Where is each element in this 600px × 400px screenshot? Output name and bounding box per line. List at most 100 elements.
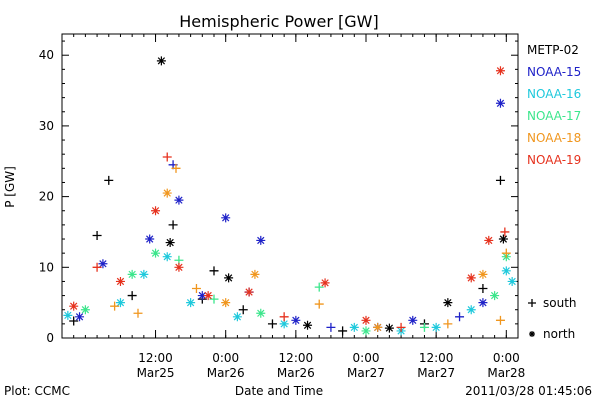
data-point xyxy=(484,235,494,245)
x-tick-time: 12:00 xyxy=(419,351,454,365)
legend-entry: NOAA-15 xyxy=(527,65,581,79)
y-axis-label: P [GW] xyxy=(3,166,17,208)
data-point xyxy=(338,326,348,336)
data-point xyxy=(63,310,73,320)
data-point xyxy=(80,305,90,315)
data-point xyxy=(250,269,260,279)
data-point xyxy=(478,284,488,294)
data-point xyxy=(256,235,266,245)
data-point xyxy=(361,315,371,325)
data-point xyxy=(151,206,161,216)
x-tick-date: Mar26 xyxy=(277,366,315,380)
plot-frame xyxy=(61,33,519,339)
marker-legend-label: north xyxy=(543,327,575,341)
data-point xyxy=(326,322,336,332)
legend-entry: NOAA-18 xyxy=(527,131,581,145)
data-point xyxy=(224,273,234,283)
chart-title: Hemispheric Power [GW] xyxy=(179,12,378,31)
data-point xyxy=(291,315,301,325)
x-tick-time: 12:00 xyxy=(138,351,173,365)
y-tick-label: 0 xyxy=(46,331,54,345)
legend-entry: NOAA-16 xyxy=(527,87,581,101)
y-tick-label: 40 xyxy=(39,48,54,62)
data-point xyxy=(174,262,184,272)
marker-legend-label: south xyxy=(543,296,577,310)
data-point xyxy=(495,175,505,185)
legend-entry: NOAA-17 xyxy=(527,109,581,123)
data-point xyxy=(320,278,330,288)
data-point xyxy=(98,259,108,269)
y-tick-label: 30 xyxy=(39,119,54,133)
x-tick-time: 0:00 xyxy=(353,351,380,365)
data-point xyxy=(191,284,201,294)
data-point xyxy=(373,322,383,332)
data-point xyxy=(221,298,231,308)
data-point xyxy=(162,152,172,162)
data-point xyxy=(279,312,289,322)
data-point xyxy=(127,291,137,301)
data-point xyxy=(478,269,488,279)
x-tick-date: Mar25 xyxy=(137,366,175,380)
plot-credit: Plot: CCMC xyxy=(4,384,70,398)
data-point xyxy=(162,188,172,198)
data-point xyxy=(498,234,508,244)
data-point xyxy=(495,315,505,325)
data-point xyxy=(314,299,324,309)
data-point xyxy=(443,319,453,329)
data-point xyxy=(69,316,79,326)
y-axis: 0 10 20 30 40 xyxy=(39,40,518,345)
legend: METP-02 NOAA-15 NOAA-16 NOAA-17 NOAA-18 NOAA-… xyxy=(527,43,581,167)
x-tick-time: 0:00 xyxy=(212,351,239,365)
x-tick-date: Mar26 xyxy=(207,366,245,380)
data-point xyxy=(303,320,313,330)
data-point xyxy=(431,322,441,332)
x-tick-date: Mar27 xyxy=(417,366,455,380)
data-point xyxy=(349,322,359,332)
data-point xyxy=(256,308,266,318)
data-point xyxy=(168,220,178,230)
data-point xyxy=(267,319,277,329)
x-tick-date: Mar28 xyxy=(487,366,525,380)
data-point xyxy=(455,312,465,322)
data-point xyxy=(186,298,196,308)
data-point xyxy=(115,276,125,286)
data-point xyxy=(92,262,102,272)
data-point xyxy=(279,319,289,329)
x-axis-label: Date and Time xyxy=(235,384,323,398)
data-point xyxy=(501,248,511,258)
plot-timestamp: 2011/03/28 01:45:06 xyxy=(465,384,592,398)
data-point xyxy=(197,291,207,301)
data-point xyxy=(232,312,242,322)
data-point xyxy=(490,291,500,301)
x-tick-time: 12:00 xyxy=(279,351,314,365)
data-point xyxy=(203,291,213,301)
data-point xyxy=(171,163,181,173)
data-point xyxy=(478,298,488,308)
x-axis: 12:00Mar250:00Mar2612:00Mar260:00Mar2712… xyxy=(61,34,525,380)
data-point xyxy=(419,322,429,332)
data-point xyxy=(384,323,394,333)
data-points xyxy=(63,56,517,336)
data-point xyxy=(314,282,324,292)
data-point xyxy=(507,276,517,286)
x-tick-date: Mar27 xyxy=(347,366,385,380)
data-point xyxy=(133,308,143,318)
data-point xyxy=(209,266,219,276)
data-point xyxy=(408,315,418,325)
data-point xyxy=(221,213,231,223)
data-point xyxy=(165,238,175,248)
data-point xyxy=(244,287,254,297)
data-point xyxy=(174,195,184,205)
data-point xyxy=(156,56,166,66)
data-point xyxy=(466,273,476,283)
marker-legend: south north xyxy=(528,296,577,341)
x-tick-time: 0:00 xyxy=(493,351,520,365)
data-point xyxy=(151,248,161,258)
data-point xyxy=(115,298,125,308)
data-point xyxy=(238,305,248,315)
marker-legend-item: north xyxy=(529,327,575,341)
data-point xyxy=(361,326,371,336)
data-point xyxy=(127,269,137,279)
y-tick-label: 20 xyxy=(39,190,54,204)
marker-legend-item: south xyxy=(528,296,577,310)
